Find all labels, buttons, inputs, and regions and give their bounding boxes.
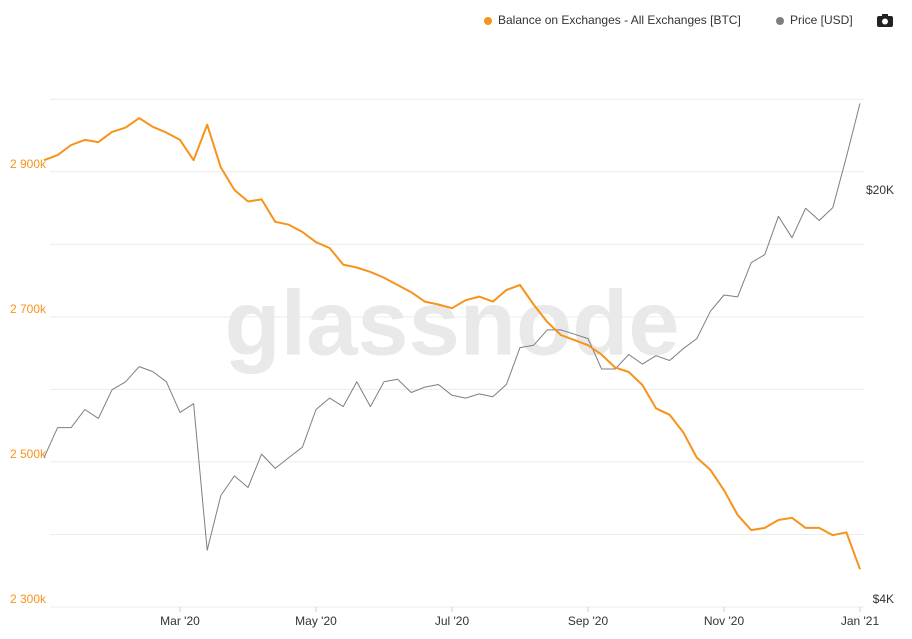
x-tick-label: Jul '20: [435, 614, 470, 628]
y-tick-label: 2 700k: [10, 302, 47, 316]
y2-tick-label: $4K: [873, 592, 894, 606]
y-tick-label: 2 300k: [10, 592, 47, 606]
camera-icon[interactable]: [877, 14, 893, 27]
x-tick-label: Nov '20: [704, 614, 745, 628]
legend-label: Price [USD]: [790, 13, 853, 27]
line-series: [43, 103, 861, 551]
x-tick-label: May '20: [295, 614, 337, 628]
y-tick-label: 2 500k: [10, 447, 47, 461]
legend-marker: [484, 17, 492, 25]
camera-top: [882, 14, 888, 17]
watermark: glassnode: [224, 272, 679, 374]
legend: Balance on Exchanges - All Exchanges [BT…: [484, 13, 853, 27]
x-tick-label: Mar '20: [160, 614, 200, 628]
x-tick-label: Jan '21: [841, 614, 880, 628]
camera-lens: [882, 18, 888, 25]
x-tick-label: Sep '20: [568, 614, 609, 628]
y2-tick-label: $20K: [866, 183, 894, 197]
y-tick-label: 2 900k: [10, 157, 47, 171]
legend-label: Balance on Exchanges - All Exchanges [BT…: [498, 13, 741, 27]
legend-marker: [776, 17, 784, 25]
line-series: [43, 117, 861, 570]
